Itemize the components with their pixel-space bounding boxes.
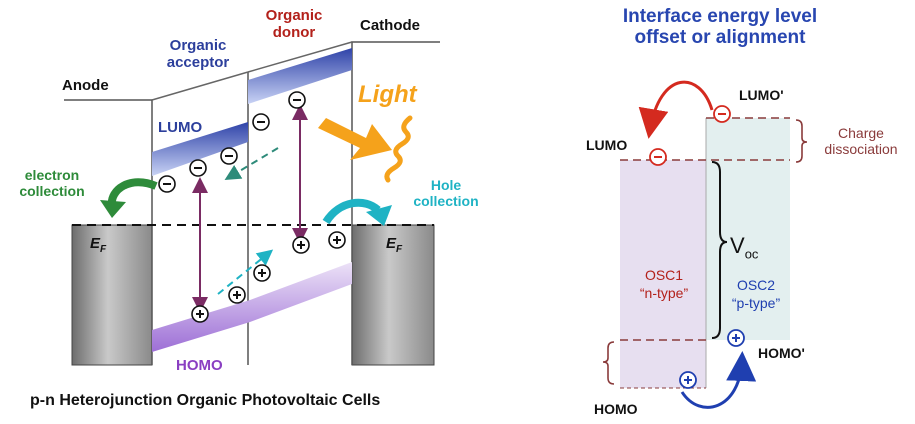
electron-transfer-arrow (224, 147, 279, 181)
cathode-electrode (351, 224, 435, 366)
electron-collection-arrow (107, 178, 158, 206)
plus-icon (196, 310, 204, 318)
plus-icon (732, 334, 740, 342)
light-wave-icon (384, 115, 413, 183)
osc1-block (620, 160, 706, 388)
cathode-label: Cathode (360, 17, 420, 34)
fermi-level-cathode: EF (386, 235, 403, 255)
lumo-band-acceptor (152, 122, 248, 176)
osc1-type: “n-type” (639, 285, 689, 301)
homo-offset-brace (602, 341, 615, 385)
ef-letter: E (90, 235, 101, 252)
left-caption: p-n Heterojunction Organic Photovoltaic … (30, 392, 381, 409)
acceptor-top-line (151, 71, 249, 101)
plus-icon (333, 236, 341, 244)
homo-label: HOMO (176, 357, 223, 374)
lumo-right-label: LUMO (586, 137, 628, 153)
electron-collection-arrowhead (100, 200, 126, 218)
hole-collection-arrow (322, 198, 381, 225)
donor-top-line (247, 41, 353, 73)
light-label: Light (358, 81, 417, 108)
osc2-type: “p-type” (731, 295, 781, 311)
hole-transfer-curve (680, 351, 757, 409)
ef-subscript: F (100, 244, 107, 255)
electron-collection-label: electron collection (19, 167, 85, 199)
voc-brace (711, 161, 728, 339)
hole-collection-label: Hole collection (413, 177, 479, 209)
anode-electrode (71, 224, 153, 366)
osc1-name: OSC1 (644, 267, 684, 283)
electron-transfer-curve (638, 80, 714, 139)
lumo-label: LUMO (158, 119, 203, 136)
voc-label: Voc (730, 233, 759, 262)
plus-icon (258, 269, 266, 277)
charge-dissociation-brace (795, 119, 808, 163)
homo-band (152, 262, 352, 352)
homo-prime-label: HOMO' (758, 345, 805, 361)
plus-icon (233, 291, 241, 299)
homo-right-label: HOMO (594, 401, 638, 417)
fermi-level-anode: EF (90, 235, 107, 255)
plus-icon (297, 241, 305, 249)
voc-subscript: oc (744, 246, 759, 262)
anode-label: Anode (62, 77, 109, 94)
ef-subscript: F (396, 244, 403, 255)
organic-acceptor-label: Organic acceptor (166, 37, 230, 71)
charge-dissociation-label: Charge dissociation (824, 125, 898, 157)
ef-letter: E (386, 235, 397, 252)
right-title: Interface energy level offset or alignme… (622, 6, 818, 49)
lumo-prime-label: LUMO' (739, 87, 784, 103)
light-arrow-icon (318, 118, 392, 160)
voc-letter: V (730, 233, 745, 258)
organic-donor-label: Organic donor (265, 7, 323, 41)
hole-collection-arrowhead (366, 205, 392, 226)
plus-icon (684, 376, 692, 384)
lumo-band-donor (248, 48, 352, 104)
osc2-name: OSC2 (736, 277, 776, 293)
